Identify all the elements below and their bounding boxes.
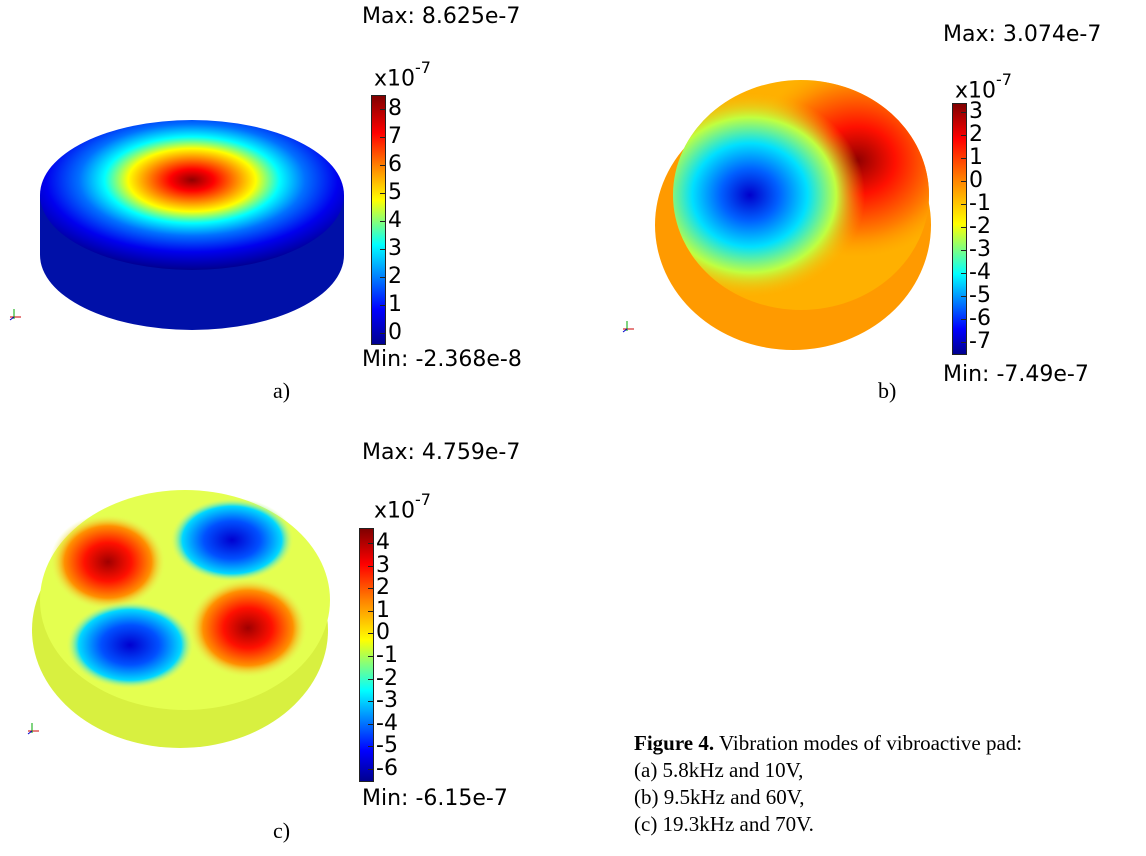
colorbar-tick-label: 2	[376, 575, 390, 601]
colorbar-tick-label: 7	[388, 124, 402, 149]
panel-b: Max: 3.074e-7 x10-7 3 2 1 0 -1 -2 -3 -4 -5 -6 -7 M…	[573, 0, 1146, 430]
exponent-label-b: x10-7	[955, 70, 1012, 104]
mode-plot-c	[32, 490, 330, 748]
colorbar-tick-mark	[380, 277, 385, 278]
colorbar-tick-mark	[368, 701, 373, 703]
colorbar-tick-mark	[380, 333, 385, 334]
colorbar-tick-mark	[368, 656, 373, 657]
exponent-label-c: x10-7	[374, 490, 431, 524]
max-label-b: Max: 3.074e-7	[943, 22, 1102, 47]
colorbar-tick-label: -6	[376, 756, 398, 781]
colorbar-tick-mark	[961, 135, 966, 136]
colorbar-tick-label: -3	[969, 237, 991, 262]
colorbar-tick-mark	[961, 158, 966, 159]
colorbar-tick-label: 4	[376, 530, 390, 555]
colorbar-tick-mark	[961, 181, 966, 182]
colorbar-tick-label: -2	[376, 665, 398, 691]
colorbar-ticks-b: 3 2 1 0 -1 -2 -3 -4 -5 -6 -7	[961, 99, 1009, 354]
max-label-a: Max: 8.625e-7	[362, 4, 521, 29]
colorbar-tick-mark	[961, 342, 966, 343]
min-label-c: Min: -6.15e-7	[362, 786, 508, 811]
colorbar-tick-label: 1	[969, 145, 983, 170]
caption-line-a: (a) 5.8kHz and 10V,	[634, 758, 804, 782]
colorbar-tick-mark	[368, 588, 373, 590]
colorbar-tick-label: 2	[969, 122, 983, 147]
panel-c: Max: 4.759e-7 x10-7 4 3 2 1 0 -1 -2 -3 -4 -5 -6 Mi…	[0, 430, 573, 856]
sub-caption-b: b)	[878, 378, 897, 403]
colorbar-tick-mark	[368, 610, 373, 612]
colorbar-tick-label: 1	[376, 597, 390, 623]
caption-line-b: (b) 9.5kHz and 60V,	[634, 785, 805, 809]
colorbar-tick-label: 6	[388, 152, 402, 177]
colorbar-tick-label: 0	[376, 620, 390, 646]
caption-title-text: Vibration modes of vibroactive pad:	[714, 731, 1023, 755]
mode-plot-b	[655, 80, 931, 350]
colorbar-tick-mark	[961, 227, 966, 228]
colorbar-tick-label: -6	[969, 306, 991, 331]
colorbar-tick-label: 8	[388, 96, 402, 121]
colorbar-a	[371, 95, 386, 345]
colorbar-ticks-a: 8 7 6 5 4 3 2 1 0	[380, 96, 428, 345]
colorbar-tick-label: -1	[376, 643, 398, 668]
colorbar-tick-mark	[380, 249, 385, 250]
sub-caption-a: a)	[273, 378, 291, 403]
colorbar-tick-mark	[368, 723, 373, 725]
colorbar-tick-label: -3	[376, 688, 398, 714]
colorbar-tick-mark	[961, 296, 966, 297]
colorbar-tick-mark	[380, 109, 385, 110]
colorbar-tick-mark	[368, 633, 373, 635]
colorbar-tick-mark	[961, 319, 966, 320]
min-label-b: Min: -7.49e-7	[943, 362, 1089, 387]
max-label-c: Max: 4.759e-7	[362, 440, 521, 465]
colorbar-tick-mark	[368, 746, 373, 748]
colorbar-c	[359, 528, 374, 782]
colorbar-tick-label: -7	[969, 329, 991, 354]
colorbar-tick-mark	[961, 250, 966, 251]
colorbar-tick-label: 3	[388, 236, 402, 261]
colorbar-tick-label: -2	[969, 214, 991, 239]
colorbar-tick-mark	[368, 543, 373, 544]
caption-title-line: Figure 4. Vibration modes of vibroactive…	[634, 730, 1022, 757]
axis-triad-icon	[26, 720, 42, 739]
exponent-label-a: x10-7	[374, 58, 431, 92]
colorbar-ticks-c: 4 3 2 1 0 -1 -2 -3 -4 -5 -6	[368, 530, 416, 781]
colorbar-tick-label: 0	[969, 168, 983, 193]
colorbar-tick-label: 4	[388, 208, 402, 233]
axis-triad-icon	[621, 318, 637, 337]
colorbar-tick-mark	[961, 204, 966, 205]
colorbar-tick-label: -5	[376, 733, 398, 759]
panel-a: Max: 8.625e-7 x10-7 8 7 6 5 4 3 2 1 0 Min: -2.36…	[0, 0, 573, 430]
colorbar-tick-label: -5	[969, 283, 991, 308]
colorbar-tick-mark	[368, 565, 373, 567]
colorbar-tick-mark	[380, 165, 385, 166]
colorbar-tick-label: 3	[376, 552, 390, 578]
colorbar-b	[952, 103, 967, 355]
mode-plot-a	[40, 120, 344, 330]
colorbar-tick-label: -1	[969, 191, 991, 216]
colorbar-tick-mark	[380, 137, 385, 138]
colorbar-tick-label: -4	[969, 260, 991, 285]
min-label-a: Min: -2.368e-8	[362, 347, 522, 372]
figure-caption: Figure 4. Vibration modes of vibroactive…	[634, 730, 1022, 838]
colorbar-tick-label: 3	[969, 99, 983, 124]
caption-line-c: (c) 19.3kHz and 70V.	[634, 812, 814, 836]
colorbar-tick-mark	[961, 112, 966, 113]
colorbar-tick-mark	[368, 678, 373, 680]
colorbar-tick-label: 1	[388, 292, 402, 317]
colorbar-tick-label: -4	[376, 710, 398, 736]
colorbar-tick-label: 5	[388, 180, 402, 205]
colorbar-tick-mark	[961, 273, 966, 274]
colorbar-tick-mark	[368, 769, 373, 770]
sub-caption-c: c)	[273, 818, 291, 843]
colorbar-tick-mark	[380, 221, 385, 222]
colorbar-tick-label: 2	[388, 264, 402, 289]
colorbar-tick-mark	[380, 305, 385, 306]
axis-triad-icon	[8, 306, 24, 325]
caption-figure-number: Figure 4.	[634, 731, 715, 755]
colorbar-tick-label: 0	[388, 320, 402, 345]
colorbar-tick-mark	[380, 193, 385, 194]
